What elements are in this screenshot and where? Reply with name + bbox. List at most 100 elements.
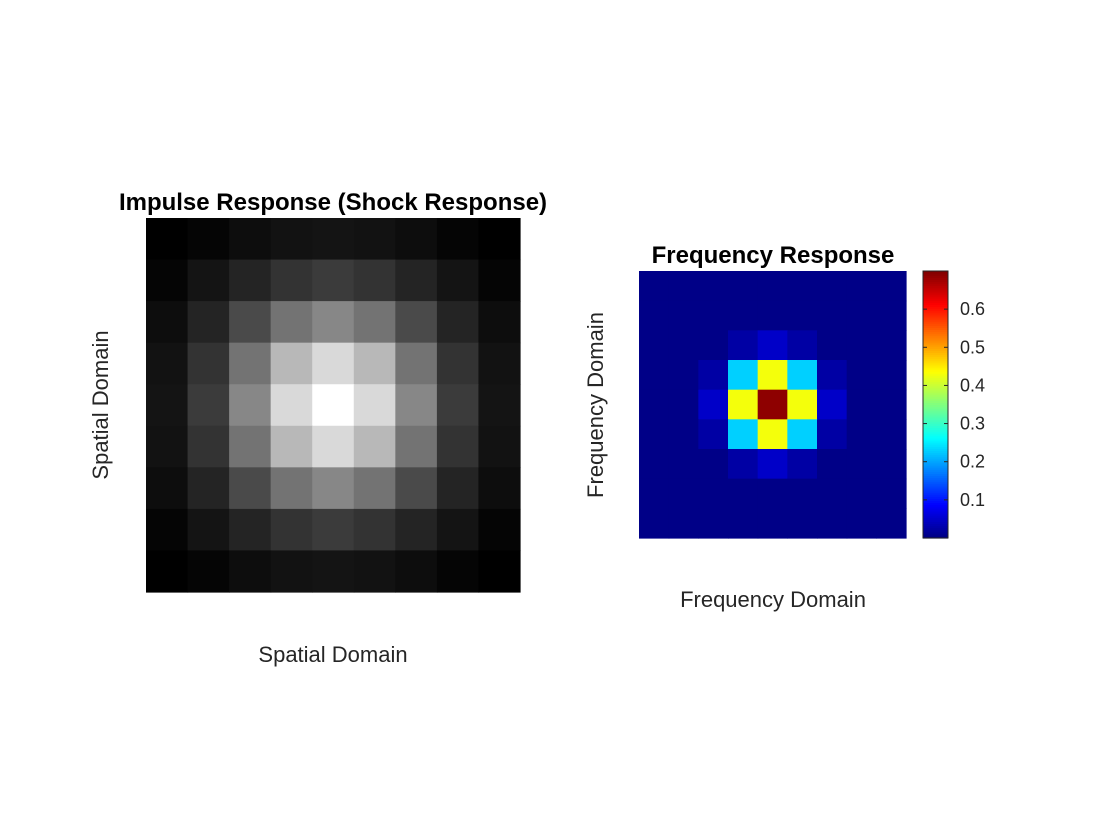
impulse-response-cell <box>229 508 272 552</box>
colorbar-segment <box>923 387 948 391</box>
frequency-response-cell <box>639 300 670 331</box>
impulse-response-cell <box>395 508 438 552</box>
impulse-response-cell <box>436 218 480 261</box>
frequency-response-cell <box>757 389 788 420</box>
impulse-response-cell <box>353 508 396 552</box>
frequency-response-cell <box>728 508 759 539</box>
colorbar-segment <box>923 517 948 520</box>
colorbar-segment <box>923 425 948 429</box>
impulse-response-cell <box>229 259 272 302</box>
colorbar-segment <box>923 300 948 303</box>
impulse-response-cell <box>395 259 438 302</box>
impulse-response-heatmap <box>146 218 521 593</box>
impulse-response-cell <box>353 467 396 510</box>
colorbar-segment <box>923 360 948 364</box>
colorbar-segment <box>923 333 948 337</box>
impulse-response-cell <box>146 384 189 427</box>
impulse-response-cell <box>146 301 189 344</box>
colorbar-segment <box>923 462 948 466</box>
frequency-response-cell <box>639 360 670 391</box>
impulse-response-cell <box>187 342 230 385</box>
impulse-response-cell <box>353 550 396 593</box>
colorbar-segment <box>923 498 948 502</box>
colorbar-segment <box>923 304 948 308</box>
colorbar-segment <box>923 475 948 479</box>
colorbar-segment <box>923 417 948 420</box>
impulse-response-cell <box>436 550 480 593</box>
colorbar-segment <box>923 318 948 322</box>
frequency-response-ylabel: Frequency Domain <box>583 312 608 498</box>
impulse-response-cell <box>395 342 438 385</box>
impulse-response-cell <box>270 301 313 344</box>
colorbar-segment <box>923 483 948 487</box>
impulse-response-cell <box>229 550 272 593</box>
colorbar-segment <box>923 329 948 333</box>
colorbar-segment <box>923 419 948 422</box>
frequency-response-cell <box>846 271 877 302</box>
colorbar-segment <box>923 431 948 435</box>
frequency-response-cell <box>876 419 907 450</box>
colorbar-segment <box>923 464 948 468</box>
colorbar-segment <box>923 312 948 316</box>
impulse-response-cell <box>146 259 189 302</box>
colorbar-segment <box>923 339 948 343</box>
colorbar-segment <box>923 523 948 527</box>
impulse-response-cell <box>436 384 480 427</box>
colorbar-segment <box>923 515 948 518</box>
impulse-response-cell <box>353 218 396 261</box>
colorbar-segment <box>923 362 948 366</box>
colorbar-segment <box>923 512 948 516</box>
frequency-response-cell <box>817 508 848 539</box>
frequency-response-cell <box>757 271 788 302</box>
frequency-response-cell <box>728 330 759 361</box>
colorbar-segment <box>923 310 948 314</box>
colorbar-segment <box>923 494 948 497</box>
frequency-response-cell <box>698 419 729 450</box>
colorbar-segment <box>923 508 948 512</box>
colorbar-segment <box>923 296 948 299</box>
impulse-response-cell <box>312 384 355 427</box>
frequency-response-cell <box>757 419 788 450</box>
colorbar-segment <box>923 533 948 537</box>
frequency-response-cell <box>876 449 907 480</box>
frequency-response-cell <box>728 478 759 509</box>
colorbar: 0.1 0.2 0.3 0.4 0.5 0.6 <box>922 270 985 539</box>
colorbar-segment <box>923 346 948 349</box>
frequency-response-cell <box>787 330 818 361</box>
colorbar-frame <box>922 270 949 539</box>
frequency-response-cell <box>787 478 818 509</box>
impulse-response-cell <box>146 550 189 593</box>
colorbar-segment <box>923 341 948 345</box>
frequency-response-cell <box>876 508 907 539</box>
impulse-response-cell <box>395 550 438 593</box>
colorbar-segment <box>923 433 948 437</box>
colorbar-tick-label: 0.4 <box>960 375 985 395</box>
impulse-response-cell <box>270 259 313 302</box>
colorbar-segment <box>923 442 948 445</box>
colorbar-segment <box>923 421 948 424</box>
frequency-response-axes: Frequency Response Frequency Domain Freq… <box>583 242 907 612</box>
frequency-response-cell <box>876 389 907 420</box>
frequency-response-cell <box>876 271 907 302</box>
frequency-response-cell <box>876 330 907 361</box>
colorbar-segment <box>923 287 948 291</box>
frequency-response-cell <box>817 300 848 331</box>
frequency-response-cell <box>668 271 699 302</box>
impulse-response-cell <box>187 508 230 552</box>
colorbar-segment <box>923 327 948 331</box>
colorbar-segment <box>923 435 948 439</box>
impulse-response-cell <box>478 384 521 427</box>
colorbar-segment <box>923 283 948 287</box>
impulse-response-cell <box>270 467 313 510</box>
frequency-response-cell <box>698 389 729 420</box>
impulse-response-cell <box>395 467 438 510</box>
colorbar-segment <box>923 481 948 485</box>
colorbar-tick-label: 0.6 <box>960 299 985 319</box>
impulse-response-cell <box>436 259 480 302</box>
colorbar-segment <box>923 381 948 385</box>
colorbar-ticks: 0.1 0.2 0.3 0.4 0.5 0.6 <box>923 299 985 510</box>
colorbar-tick-label: 0.3 <box>960 414 985 434</box>
frequency-response-cell <box>639 389 670 420</box>
impulse-response-axes: Impulse Response (Shock Response) Spatia… <box>88 189 547 667</box>
frequency-response-cell <box>787 360 818 391</box>
